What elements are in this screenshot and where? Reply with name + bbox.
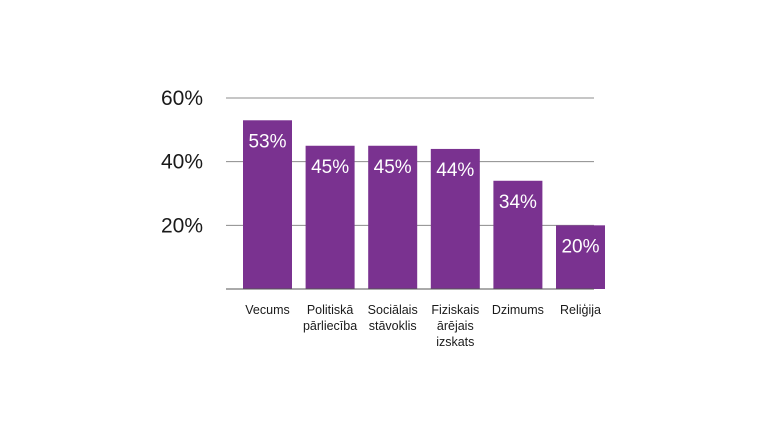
category-label: Fiziskais — [431, 303, 479, 317]
bar-value-label: 45% — [374, 157, 412, 178]
category-label: Dzimums — [492, 303, 544, 317]
category-label: Vecums — [245, 303, 289, 317]
y-tick-label: 60% — [161, 87, 203, 110]
bar-0 — [243, 120, 292, 290]
bar-4 — [493, 180, 543, 289]
bar-value-label: 45% — [311, 157, 349, 178]
bar-3 — [430, 148, 480, 289]
category-label: izskats — [436, 335, 474, 349]
y-tick-label: 20% — [161, 214, 203, 237]
bar-value-label: 20% — [561, 236, 599, 257]
category-label: Politiskā — [307, 303, 354, 317]
bar-value-label: 34% — [499, 192, 537, 213]
category-label: Sociālais — [368, 303, 418, 317]
y-tick-label: 40% — [161, 151, 203, 174]
category-label: ārējais — [437, 319, 474, 333]
category-label: pārliecība — [303, 319, 357, 333]
bar-1 — [305, 145, 355, 289]
bar-value-label: 44% — [436, 160, 474, 181]
bar-5 — [556, 225, 605, 289]
bar-2 — [368, 145, 418, 289]
bar-value-label: 53% — [248, 131, 286, 152]
category-label: stāvoklis — [369, 319, 417, 333]
category-label: Reliģija — [560, 303, 601, 317]
